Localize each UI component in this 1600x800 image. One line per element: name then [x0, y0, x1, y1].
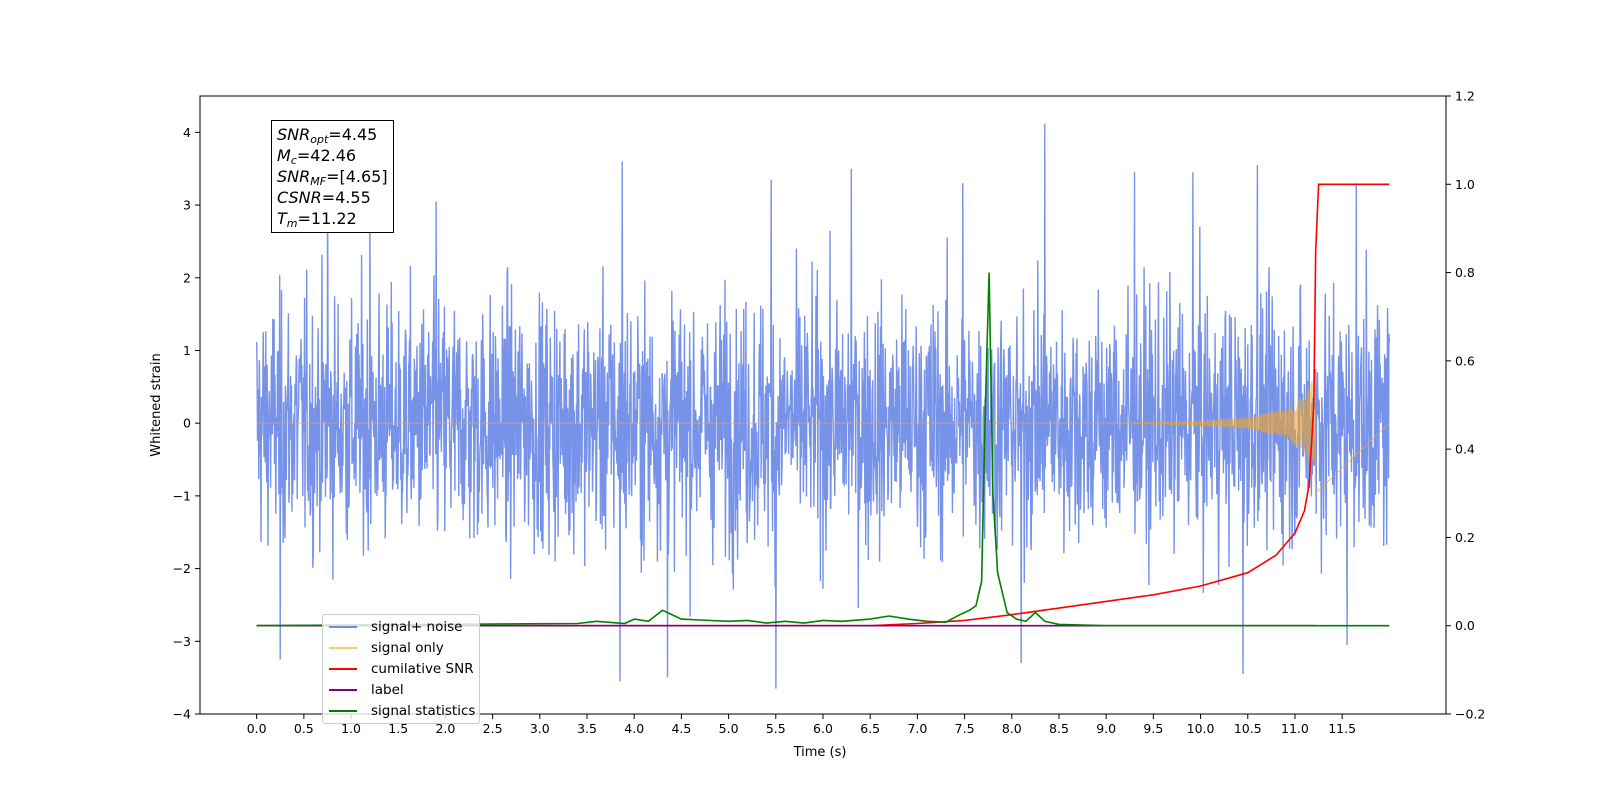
- series-signal-only-line: [256, 368, 1390, 495]
- snr-opt-line: SNRopt=4.45: [277, 125, 378, 146]
- legend-item-signal-noise: signal+ noise: [329, 617, 462, 637]
- legend: signal+ noise signal only cumilative SNR…: [322, 614, 480, 724]
- series-signal-statistics-line: [256, 272, 1390, 627]
- x-tick-label: 8.5: [1049, 721, 1069, 736]
- x-tick-label: 7.0: [907, 721, 927, 736]
- x-tick-label: 9.0: [1096, 721, 1116, 736]
- legend-item-cumulative-snr: cumilative SNR: [329, 659, 474, 679]
- x-tick-label: 2.0: [435, 721, 455, 736]
- y-tick-label: 0: [183, 416, 191, 431]
- y2-tick-label: 0.0: [1455, 618, 1475, 633]
- legend-item-signal-statistics: signal statistics: [329, 701, 475, 721]
- x-axis-label: Time (s): [793, 745, 847, 760]
- y-tick-label: −1: [173, 488, 191, 503]
- x-tick-label: 6.0: [813, 721, 833, 736]
- merger-time-line: Tm=11.22: [277, 209, 357, 230]
- x-tick-label: 2.5: [483, 721, 503, 736]
- x-tick-label: 11.5: [1328, 721, 1356, 736]
- csnr-line: CSNR=4.55: [277, 188, 371, 207]
- x-tick-label: 11.0: [1281, 721, 1309, 736]
- y-tick-label: −4: [173, 707, 191, 722]
- x-tick-label: 10.5: [1234, 721, 1262, 736]
- chirp-mass-line: Mc=42.46: [277, 146, 357, 167]
- y2-tick-label: 0.2: [1455, 530, 1475, 545]
- series-signal-noise-line: [255, 123, 1391, 689]
- x-tick-label: 0.0: [247, 721, 267, 736]
- x-tick-label: 6.5: [860, 721, 880, 736]
- y-tick-label: 2: [183, 270, 191, 285]
- y2-tick-label: 0.6: [1455, 353, 1475, 368]
- x-tick-label: 3.5: [577, 721, 597, 736]
- x-tick-label: 3.0: [530, 721, 550, 736]
- y2-axis-right: −0.2 0.0 0.2 0.4 0.6 0.8 1.0 1.2: [1446, 89, 1485, 722]
- legend-label: cumilative SNR: [371, 661, 474, 677]
- plot-area: [255, 123, 1391, 689]
- x-tick-label: 5.0: [719, 721, 739, 736]
- legend-swatch: [329, 626, 357, 628]
- x-tick-label: 4.0: [624, 721, 644, 736]
- x-tick-label: 1.5: [388, 721, 408, 736]
- x-tick-label: 4.5: [671, 721, 691, 736]
- legend-label: label: [371, 682, 404, 698]
- x-tick-label: 1.0: [341, 721, 361, 736]
- y2-tick-label: 1.2: [1455, 89, 1475, 104]
- x-tick-label: 7.5: [955, 721, 975, 736]
- x-tick-label: 8.0: [1002, 721, 1022, 736]
- legend-label: signal+ noise: [371, 619, 463, 635]
- snr-info-box: SNRopt=4.45 Mc=42.46 SNRMF=[4.65] CSNR=4…: [271, 120, 394, 233]
- y-axis-label: Whitened strain: [149, 353, 164, 456]
- y2-tick-label: 0.4: [1455, 442, 1475, 457]
- y-tick-label: −3: [173, 634, 191, 649]
- legend-label: signal statistics: [371, 703, 476, 719]
- y-axis: −4 −3 −2 −1 0 1 2 3 4: [173, 125, 200, 722]
- snr-mf-line: SNRMF=[4.65]: [277, 167, 388, 188]
- legend-swatch: [329, 689, 357, 691]
- legend-item-label: label: [329, 680, 404, 700]
- x-tick-label: 10.0: [1187, 721, 1215, 736]
- y-tick-label: 4: [183, 125, 191, 140]
- legend-swatch: [329, 668, 357, 670]
- legend-item-signal-only: signal only: [329, 638, 444, 658]
- y-tick-label: −2: [173, 561, 191, 576]
- x-tick-label: 5.5: [766, 721, 786, 736]
- y-tick-label: 1: [183, 343, 191, 358]
- y2-tick-label: 1.0: [1455, 177, 1475, 192]
- x-tick-label: 0.5: [294, 721, 314, 736]
- x-tick-label: 9.5: [1143, 721, 1163, 736]
- legend-label: signal only: [371, 640, 444, 656]
- series-cumulative-snr-line: [256, 183, 1390, 627]
- y-tick-label: 3: [183, 198, 191, 213]
- y2-tick-label: −0.2: [1455, 707, 1485, 722]
- legend-swatch: [329, 647, 357, 649]
- legend-swatch: [329, 710, 357, 712]
- y2-tick-label: 0.8: [1455, 265, 1475, 280]
- x-axis: 0.0 0.5 1.0 1.5 2.0 2.5 3.0 3.5 4.0 4.5 5.0 5.5 6.0 6…: [247, 714, 1356, 736]
